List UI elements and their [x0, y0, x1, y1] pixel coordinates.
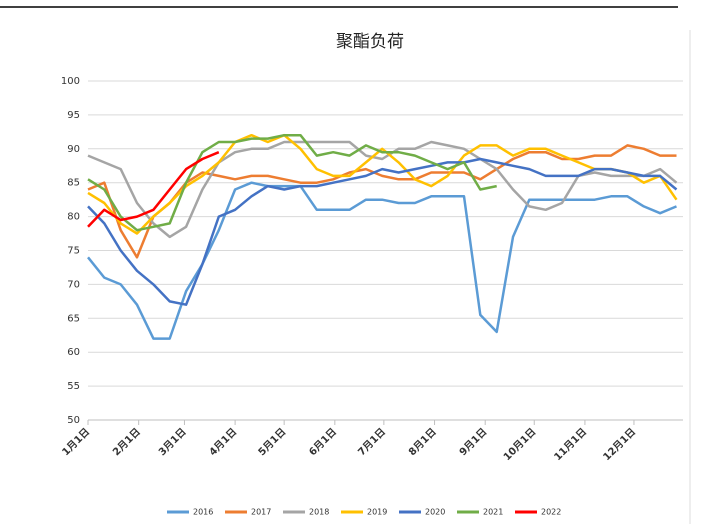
y-tick-label: 50: [67, 415, 80, 426]
x-tick-label: 9月1日: [457, 426, 489, 458]
series-line: [87, 133, 497, 232]
series-line: [87, 133, 678, 235]
y-tick-label: 90: [67, 144, 80, 155]
series-line: [87, 157, 678, 306]
legend-label: 2019: [367, 508, 387, 517]
y-tick-label: 80: [67, 212, 80, 223]
x-tick-label: 4月1日: [207, 426, 239, 458]
chart-title: 聚酯负荷: [336, 32, 404, 52]
y-tick-label: 60: [67, 347, 80, 358]
legend-label: 2018: [309, 508, 329, 517]
x-tick-label: 8月1日: [406, 426, 438, 458]
y-tick-label: 100: [61, 76, 80, 87]
x-tick-label: 6月1日: [307, 426, 339, 458]
x-tick-label: 11月1日: [552, 426, 589, 463]
series-line: [87, 181, 677, 340]
x-tick-label: 10月1日: [501, 426, 538, 463]
series-line: [87, 144, 677, 259]
legend-label: 2017: [251, 508, 271, 517]
y-tick-label: 75: [67, 246, 80, 257]
x-tick-label: 7月1日: [356, 426, 388, 458]
series-line: [87, 151, 220, 228]
x-tick-label: 5月1日: [256, 426, 288, 458]
y-tick-label: 95: [67, 110, 80, 121]
legend-label: 2020: [425, 508, 445, 517]
legend-label: 2016: [193, 508, 213, 517]
x-tick-label: 2月1日: [110, 426, 142, 458]
legend-label: 2021: [483, 508, 503, 517]
y-tick-label: 65: [67, 313, 80, 324]
x-tick-label: 12月1日: [601, 426, 638, 463]
x-tick-label: 1月1日: [60, 426, 92, 458]
y-tick-label: 70: [67, 279, 80, 290]
legend-label: 2022: [541, 508, 561, 517]
y-tick-label: 55: [67, 381, 80, 392]
y-tick-label: 85: [67, 178, 80, 189]
x-tick-label: 3月1日: [156, 426, 188, 458]
